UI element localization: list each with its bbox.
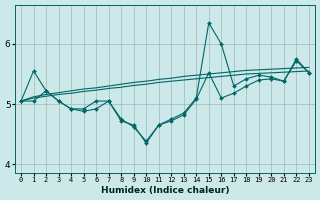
X-axis label: Humidex (Indice chaleur): Humidex (Indice chaleur) <box>101 186 229 195</box>
